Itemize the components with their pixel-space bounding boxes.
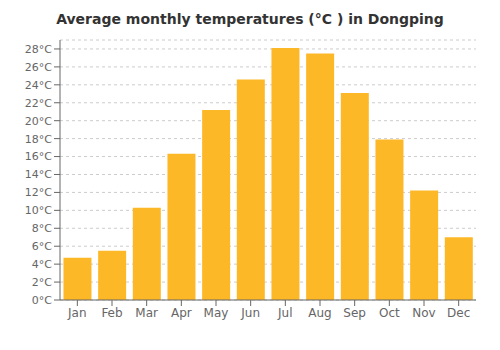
svg-text:May: May	[204, 306, 229, 320]
svg-text:6°C: 6°C	[32, 240, 52, 253]
svg-text:Oct: Oct	[379, 306, 400, 320]
svg-text:18°C: 18°C	[25, 133, 52, 146]
svg-text:24°C: 24°C	[25, 79, 52, 92]
svg-text:Mar: Mar	[135, 306, 158, 320]
svg-text:20°C: 20°C	[25, 115, 52, 128]
svg-text:Feb: Feb	[101, 306, 122, 320]
svg-text:22°C: 22°C	[25, 97, 52, 110]
svg-text:Nov: Nov	[412, 306, 435, 320]
html-text:Average monthly temperatures (: Average monthly temperatures (°C ) in Do…	[56, 11, 444, 27]
svg-text:10°C: 10°C	[25, 204, 52, 217]
svg-text:14°C: 14°C	[25, 168, 52, 181]
svg-text:Jun: Jun	[240, 306, 260, 320]
svg-text:0°C: 0°C	[32, 294, 52, 307]
svg-text:8°C: 8°C	[32, 222, 52, 235]
svg-text:26°C: 26°C	[25, 61, 52, 74]
svg-text:4°C: 4°C	[32, 258, 52, 271]
svg-text:Jan: Jan	[67, 306, 87, 320]
svg-text:Apr: Apr	[171, 306, 192, 320]
svg-text:16°C: 16°C	[25, 150, 52, 163]
svg-text:Dec: Dec	[447, 306, 470, 320]
svg-text:28°C: 28°C	[25, 43, 52, 56]
svg-text:Jul: Jul	[277, 306, 292, 320]
svg-text:Sep: Sep	[343, 306, 366, 320]
svg-text:Aug: Aug	[308, 306, 331, 320]
svg-text:12°C: 12°C	[25, 186, 52, 199]
svg-text:2°C: 2°C	[32, 276, 52, 289]
